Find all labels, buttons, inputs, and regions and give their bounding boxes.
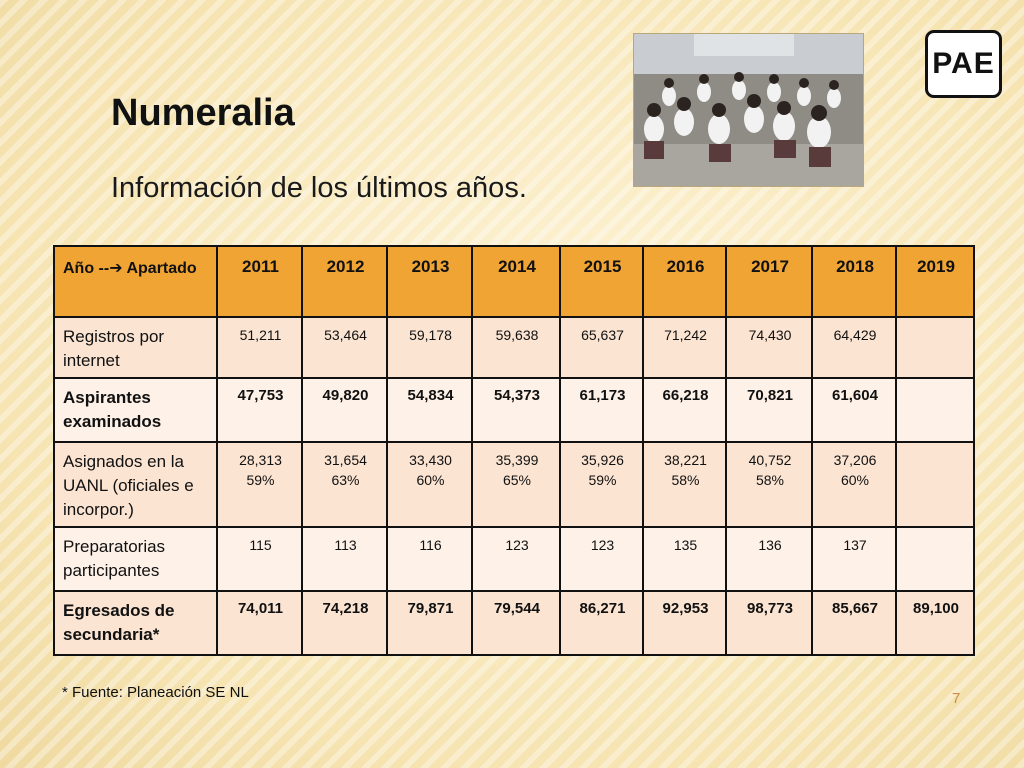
table-cell: 115 <box>216 526 303 592</box>
table-cell: 79,544 <box>471 590 561 656</box>
table-cell: 86,271 <box>559 590 644 656</box>
pae-logo: PAE <box>925 30 1002 98</box>
cell-percent: 58% <box>671 472 700 488</box>
page-number: 7 <box>952 690 961 707</box>
table-cell: 49,820 <box>301 377 388 443</box>
table-cell: 74,430 <box>725 316 813 379</box>
table-cell: 74,218 <box>301 590 388 656</box>
table-cell: 136 <box>725 526 813 592</box>
table-cell: 61,604 <box>811 377 897 443</box>
table-cell <box>895 377 975 443</box>
cell-percent: 60% <box>840 472 870 488</box>
table-cell: 66,218 <box>642 377 727 443</box>
cell-percent: 59% <box>246 472 275 488</box>
table-cell: 65,637 <box>559 316 644 379</box>
source-footnote: * Fuente: Planeación SE NL <box>62 684 249 701</box>
table-cell: 54,373 <box>471 377 561 443</box>
table-cell: 79,871 <box>386 590 473 656</box>
cell-value: 40,752 <box>748 452 792 468</box>
table-cell: 123 <box>471 526 561 592</box>
table-cell: 51,211 <box>216 316 303 379</box>
header-cell-year: 2012 <box>301 245 388 318</box>
header-cell-year: 2013 <box>386 245 473 318</box>
row-label: Aspirantes examinados <box>53 377 218 443</box>
table-cell: 54,834 <box>386 377 473 443</box>
table-cell: 35,926 59% <box>559 441 644 528</box>
table-header-row: Año --➔ Apartado 2011 2012 2013 2014 201… <box>53 245 975 318</box>
cell-percent: 58% <box>755 472 785 488</box>
header-cell-year: 2014 <box>471 245 561 318</box>
table-cell: 47,753 <box>216 377 303 443</box>
cell-percent: 65% <box>502 472 532 488</box>
row-label: Asignados en la UANL (oficiales e incorp… <box>53 441 218 528</box>
table-cell: 137 <box>811 526 897 592</box>
table-cell: 59,638 <box>471 316 561 379</box>
cell-value: 35,926 <box>581 452 624 468</box>
table-cell: 40,752 58% <box>725 441 813 528</box>
table-cell: 70,821 <box>725 377 813 443</box>
table-cell: 123 <box>559 526 644 592</box>
header-cell-year: 2016 <box>642 245 727 318</box>
table-cell: 92,953 <box>642 590 727 656</box>
slide-title: Numeralia <box>111 92 295 134</box>
header-cell-apartado: Año --➔ Apartado <box>53 245 218 318</box>
header-cell-year: 2018 <box>811 245 897 318</box>
table-cell: 135 <box>642 526 727 592</box>
cell-value: 31,654 <box>324 452 367 468</box>
table-cell: 35,399 65% <box>471 441 561 528</box>
table-cell: 28,313 59% <box>216 441 303 528</box>
cell-percent: 63% <box>331 472 360 488</box>
cell-percent: 60% <box>416 472 445 488</box>
cell-percent: 59% <box>588 472 617 488</box>
table-cell: 64,429 <box>811 316 897 379</box>
table-cell: 89,100 <box>895 590 975 656</box>
table-cell: 38,221 58% <box>642 441 727 528</box>
cell-value: 28,313 <box>239 452 282 468</box>
table-cell: 74,011 <box>216 590 303 656</box>
cell-value: 38,221 <box>664 452 707 468</box>
table-cell <box>895 526 975 592</box>
table-cell: 33,430 60% <box>386 441 473 528</box>
table-row-asignados: Asignados en la UANL (oficiales e incorp… <box>53 441 975 528</box>
header-cell-year: 2019 <box>895 245 975 318</box>
header-cell-year: 2015 <box>559 245 644 318</box>
table-cell: 71,242 <box>642 316 727 379</box>
row-label: Egresados de secundaria* <box>53 590 218 656</box>
table-cell: 61,173 <box>559 377 644 443</box>
cell-value: 37,206 <box>833 452 877 468</box>
table-cell: 59,178 <box>386 316 473 379</box>
cell-value: 33,430 <box>409 452 452 468</box>
header-cell-year: 2011 <box>216 245 303 318</box>
table-cell: 31,654 63% <box>301 441 388 528</box>
table-cell: 53,464 <box>301 316 388 379</box>
cell-value: 35,399 <box>495 452 539 468</box>
row-label: Preparatorias participantes <box>53 526 218 592</box>
table-cell: 37,206 60% <box>811 441 897 528</box>
row-label: Registros por internet <box>53 316 218 379</box>
table-row-aspirantes: Aspirantes examinados 47,753 49,820 54,8… <box>53 377 975 443</box>
table-cell <box>895 316 975 379</box>
classroom-photo <box>633 33 864 187</box>
table-cell: 113 <box>301 526 388 592</box>
header-cell-year: 2017 <box>725 245 813 318</box>
table-row-registros: Registros por internet 51,211 53,464 59,… <box>53 316 975 379</box>
slide-subtitle: Información de los últimos años. <box>111 172 527 204</box>
table-row-egresados: Egresados de secundaria* 74,011 74,218 7… <box>53 590 975 656</box>
table-cell: 98,773 <box>725 590 813 656</box>
table-cell <box>895 441 975 528</box>
table-cell: 116 <box>386 526 473 592</box>
table-row-preparatorias: Preparatorias participantes 115 113 116 … <box>53 526 975 592</box>
statistics-table: Año --➔ Apartado 2011 2012 2013 2014 201… <box>53 245 975 656</box>
table-cell: 85,667 <box>811 590 897 656</box>
